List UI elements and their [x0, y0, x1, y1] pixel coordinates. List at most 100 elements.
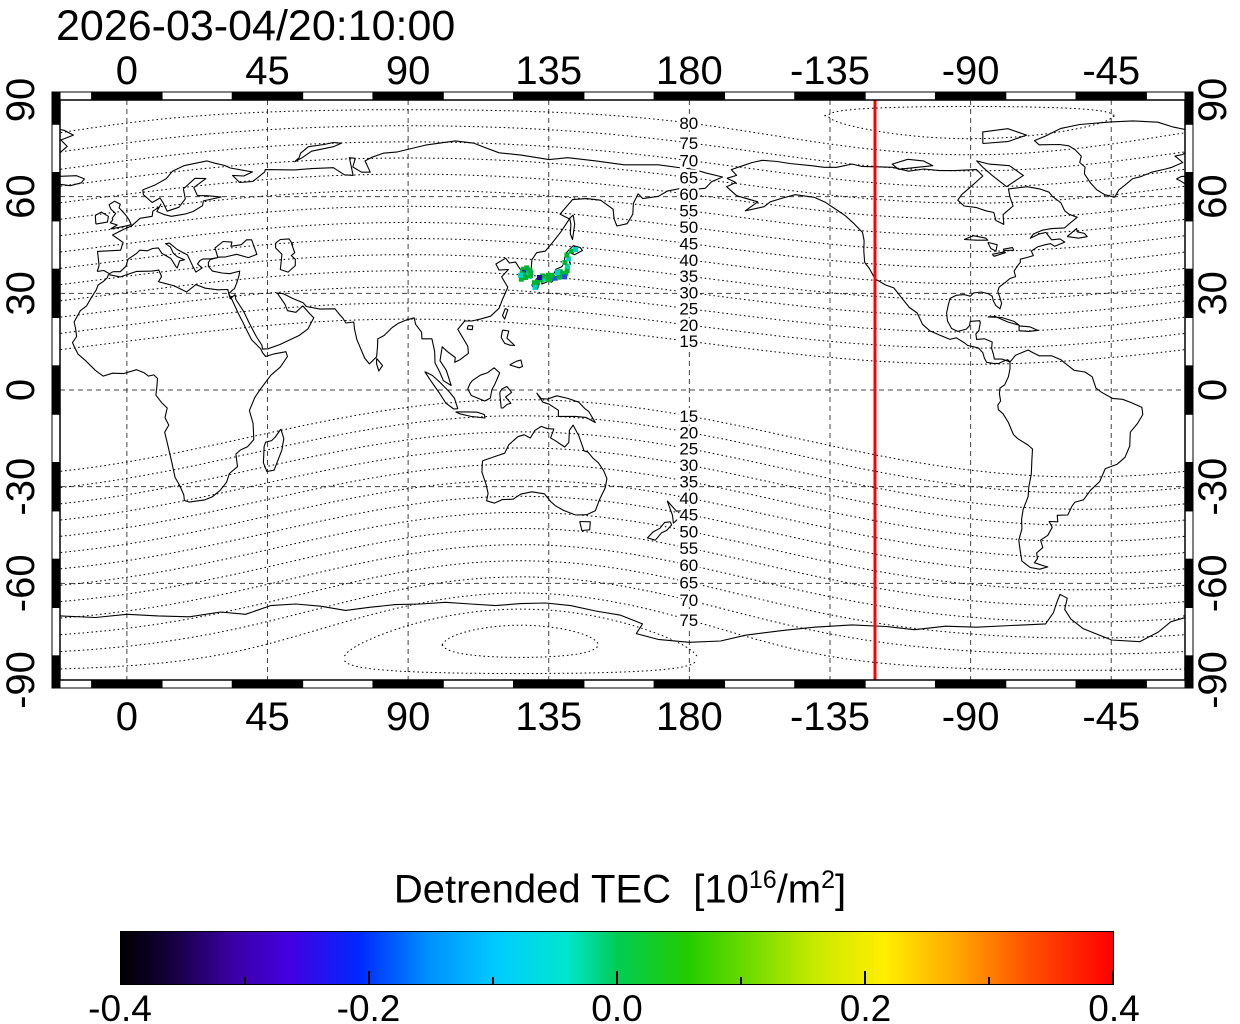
right-lat-label: 60: [1191, 174, 1235, 219]
right-lat-label: 0: [1191, 379, 1235, 401]
contour-line: [344, 608, 698, 657]
coastline-path: [466, 325, 474, 331]
tec-point: [560, 271, 566, 277]
contour-label: 70: [679, 591, 698, 610]
coastline-path: [455, 411, 486, 419]
contour-label: 25: [679, 440, 698, 459]
top-lon-label: 0: [116, 49, 138, 93]
coastline-path: [501, 308, 509, 320]
contour-line: [441, 624, 600, 646]
coastline-path: [96, 140, 724, 387]
coastline-path: [963, 235, 989, 241]
coastline-path: [666, 500, 684, 524]
bottom-lon-label: -135: [790, 695, 870, 739]
colorbar-tick-mark: [244, 977, 246, 984]
contour-label: 45: [679, 235, 698, 254]
tec-point: [528, 272, 534, 278]
coastline-path: [71, 269, 289, 503]
contour-line: [60, 528, 1185, 607]
contour-label: 45: [679, 506, 698, 525]
colorbar-tick-mark: [368, 971, 370, 984]
colorbar-tick-mark: [1112, 971, 1114, 984]
contour-line: [60, 463, 1185, 542]
left-lat-label: 90: [0, 78, 43, 123]
tec-point: [564, 252, 570, 258]
tec-point: [523, 275, 529, 280]
right-lat-label: -60: [1191, 554, 1235, 612]
coastline-path: [275, 238, 296, 273]
right-lat-label: -90: [1191, 651, 1235, 709]
colorbar-tick-mark: [120, 971, 122, 984]
colorbar-tick-label: 0.0: [591, 988, 643, 1024]
coastline-path: [60, 175, 85, 187]
contour-label: 60: [679, 185, 698, 204]
tec-point: [524, 265, 530, 271]
coastline-path: [976, 160, 1024, 188]
coastline-path: [1176, 175, 1185, 185]
left-lat-label: 0: [0, 379, 43, 401]
contour-line: [60, 399, 1185, 478]
tec-point: [562, 274, 568, 280]
contour-label: 55: [679, 539, 698, 558]
contour-line: [441, 644, 600, 658]
coastline-path: [94, 211, 109, 225]
coastline-path: [262, 428, 285, 473]
left-lat-label: 60: [0, 174, 43, 219]
tec-point: [566, 256, 572, 262]
colorbar-tick-label: 0.4: [1088, 988, 1140, 1024]
tec-point: [549, 272, 555, 278]
tec-point: [564, 268, 570, 273]
bottom-lon-label: 135: [515, 695, 582, 739]
top-lon-label: 90: [386, 49, 431, 93]
right-lat-label: -30: [1191, 458, 1235, 516]
top-lon-label: 135: [515, 49, 582, 93]
contour-label: 55: [679, 202, 698, 221]
contour-label: 20: [679, 423, 698, 442]
colorbar-tick-mark: [616, 971, 618, 984]
bottom-lon-label: 0: [116, 695, 138, 739]
contour-line: [60, 576, 1185, 655]
contour-label: 35: [679, 267, 698, 286]
coastline-path: [499, 385, 513, 409]
contour-line: [60, 511, 1185, 591]
map-frame: [59, 99, 1186, 681]
tec-point: [573, 247, 579, 252]
contour-line: [344, 660, 698, 675]
contour-labels: 8075706560555045403530252015152025303540…: [677, 112, 701, 633]
contour-line: [60, 109, 1185, 156]
left-lat-label: -30: [0, 458, 43, 516]
contour-label: 65: [679, 168, 698, 187]
right-lat-label: 30: [1191, 271, 1235, 316]
coastline-path: [536, 392, 596, 424]
coastlines: [60, 120, 1185, 643]
coastline-path: [1002, 247, 1015, 252]
coastline-path: [1066, 228, 1088, 239]
colorbar-tick-labels: -0.4 -0.2 0.0 0.2 0.4: [88, 988, 1140, 1024]
contour-line: [60, 479, 1185, 559]
coastline-path: [1033, 120, 1185, 198]
contour-line: [60, 125, 1185, 172]
contour-label: 30: [679, 456, 698, 475]
coastline-path: [997, 349, 1144, 570]
tec-point: [565, 263, 570, 269]
coastline-path: [579, 520, 591, 532]
contour-line: [60, 431, 1185, 510]
coastline-path: [987, 315, 1020, 326]
tec-point: [545, 272, 551, 278]
contour-line: [824, 115, 1118, 140]
contour-label: 20: [679, 316, 698, 335]
contour-label: 65: [679, 573, 698, 592]
coastline-path: [500, 329, 516, 347]
contour-line: [60, 592, 1185, 671]
contour-label: 80: [679, 114, 698, 133]
colorbar-gradient: [120, 931, 1114, 985]
contour-label: 60: [679, 556, 698, 575]
coastline-path: [214, 239, 258, 259]
tec-point: [542, 276, 548, 282]
bottom-lon-label: -45: [1082, 695, 1140, 739]
coastline-path: [467, 367, 501, 402]
contour-label: 35: [679, 473, 698, 492]
colorbar-title-exponent: 16: [748, 866, 777, 894]
contour-label: 75: [679, 134, 698, 153]
